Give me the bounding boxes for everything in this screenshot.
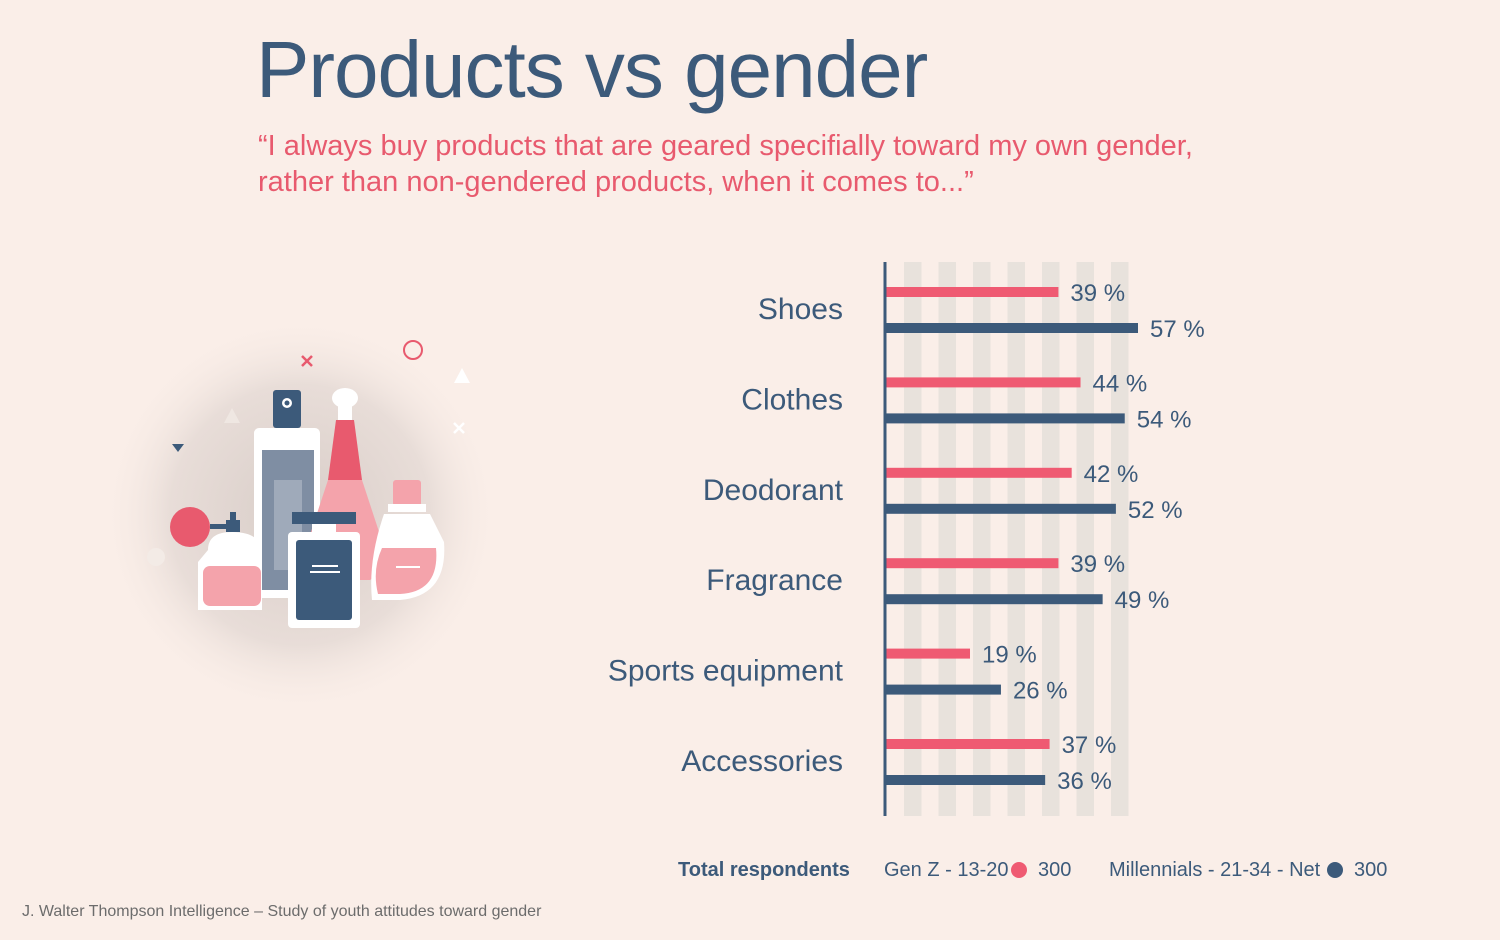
value-label: 44 % — [1093, 370, 1148, 397]
legend-total-label: Total respondents — [678, 859, 850, 881]
bar-genz — [886, 377, 1081, 388]
category-label: Shoes — [758, 293, 843, 326]
category-label: Accessories — [681, 745, 843, 778]
value-label: 52 % — [1128, 497, 1183, 524]
bar-millennials — [886, 323, 1138, 333]
bar-millennials — [886, 503, 1116, 514]
bar-genz — [886, 287, 1059, 297]
value-label: 37 % — [1062, 732, 1117, 759]
grid-stripe — [938, 262, 956, 816]
bar-millennials — [886, 775, 1046, 785]
bar-millennials — [886, 413, 1125, 424]
chart-subtitle: “I always buy products that are geared s… — [258, 130, 1193, 198]
bar-millennials — [886, 594, 1103, 605]
bar-genz — [886, 558, 1059, 569]
value-label: 42 % — [1084, 461, 1139, 488]
legend: Total respondents Gen Z - 13-20 300 Mill… — [0, 855, 1500, 887]
grid-stripe — [1042, 262, 1060, 816]
grid-stripe — [1111, 262, 1129, 816]
legend-genz-count: 300 — [1038, 859, 1072, 881]
value-label: 39 % — [1070, 551, 1125, 578]
value-label: 19 % — [982, 642, 1037, 669]
source-footer: J. Walter Thompson Intelligence – Study … — [22, 903, 542, 920]
value-label: 57 % — [1150, 316, 1205, 343]
bar-millennials — [886, 684, 1001, 695]
bar-genz — [886, 739, 1050, 749]
bar-genz — [886, 467, 1072, 478]
value-label: 39 % — [1070, 280, 1125, 307]
value-label: 54 % — [1137, 406, 1192, 433]
page-title: Products vs gender — [256, 25, 928, 114]
grid-stripe — [973, 262, 991, 816]
category-label: Clothes — [741, 383, 843, 416]
legend-genz-label: Gen Z - 13-20 — [884, 859, 1009, 881]
category-label: Fragrance — [706, 564, 843, 597]
legend-millennials-count: 300 — [1354, 859, 1388, 881]
category-label: Deodorant — [703, 474, 844, 507]
grid-stripe — [904, 262, 922, 816]
grid-stripe — [1076, 262, 1094, 816]
value-label: 49 % — [1115, 587, 1170, 614]
value-label: 26 % — [1013, 678, 1068, 705]
legend-millennials-label: Millennials - 21-34 - Net — [1109, 859, 1321, 881]
perfume-bottles-icon — [100, 310, 500, 715]
grid-stripe — [1007, 262, 1025, 816]
value-label: 36 % — [1057, 768, 1112, 795]
category-label: Sports equipment — [608, 655, 844, 688]
legend-genz-dot-icon — [1011, 862, 1027, 878]
legend-millennials-dot-icon — [1327, 862, 1343, 878]
bar-genz — [886, 648, 970, 659]
